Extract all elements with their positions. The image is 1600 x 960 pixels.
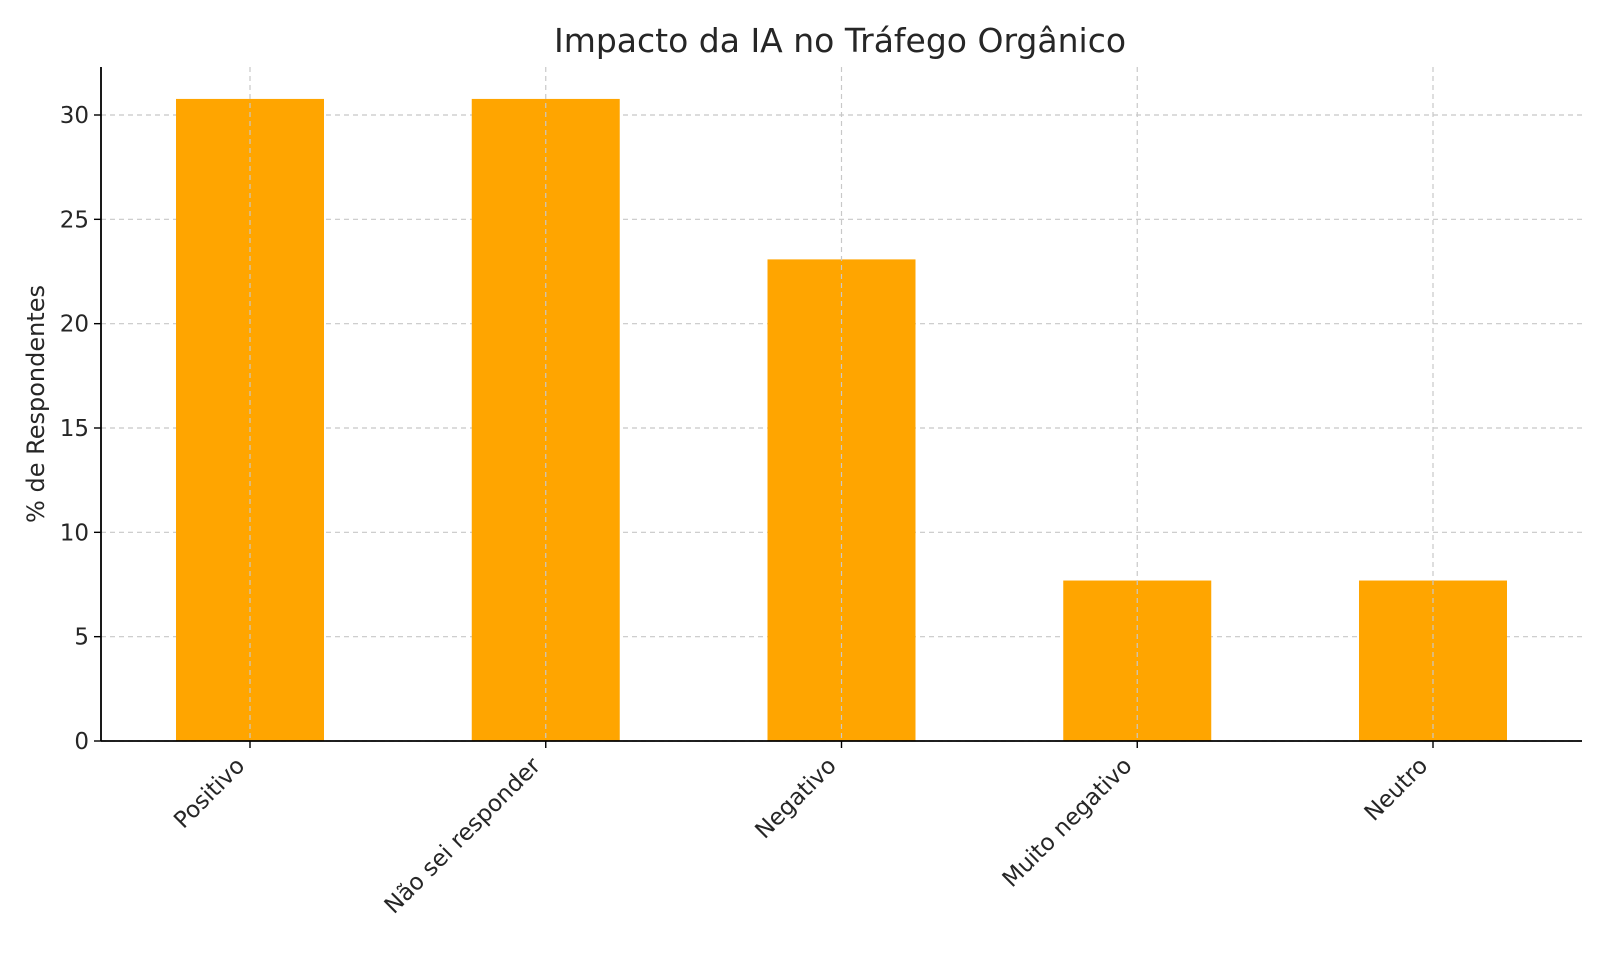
y-tick-label: 15 [60,416,89,442]
y-tick-label: 5 [74,625,89,651]
y-axis-label: % de Respondentes [22,285,50,523]
axes [94,67,1582,748]
x-tick-labels: Positivo Não sei responder Negativo Muito n… [169,752,1433,919]
x-tick-label: Neutro [1360,753,1434,827]
chart-title: Impacto da IA no Tráfego Orgânico [554,21,1126,60]
y-tick-label: 10 [60,520,89,546]
x-tick-label: Positivo [169,753,250,834]
y-tick-label: 30 [60,103,89,129]
y-tick-labels: 0 5 10 15 20 25 30 [60,103,89,755]
y-tick-label: 25 [60,207,89,233]
x-tick-label: Não sei responder [380,752,547,919]
x-tick-label: Muito negativo [998,753,1138,893]
y-tick-label: 20 [60,312,89,338]
y-tick-label: 0 [74,729,89,755]
x-tick-label: Negativo [750,753,841,844]
vertical-gridlines [249,67,1434,741]
